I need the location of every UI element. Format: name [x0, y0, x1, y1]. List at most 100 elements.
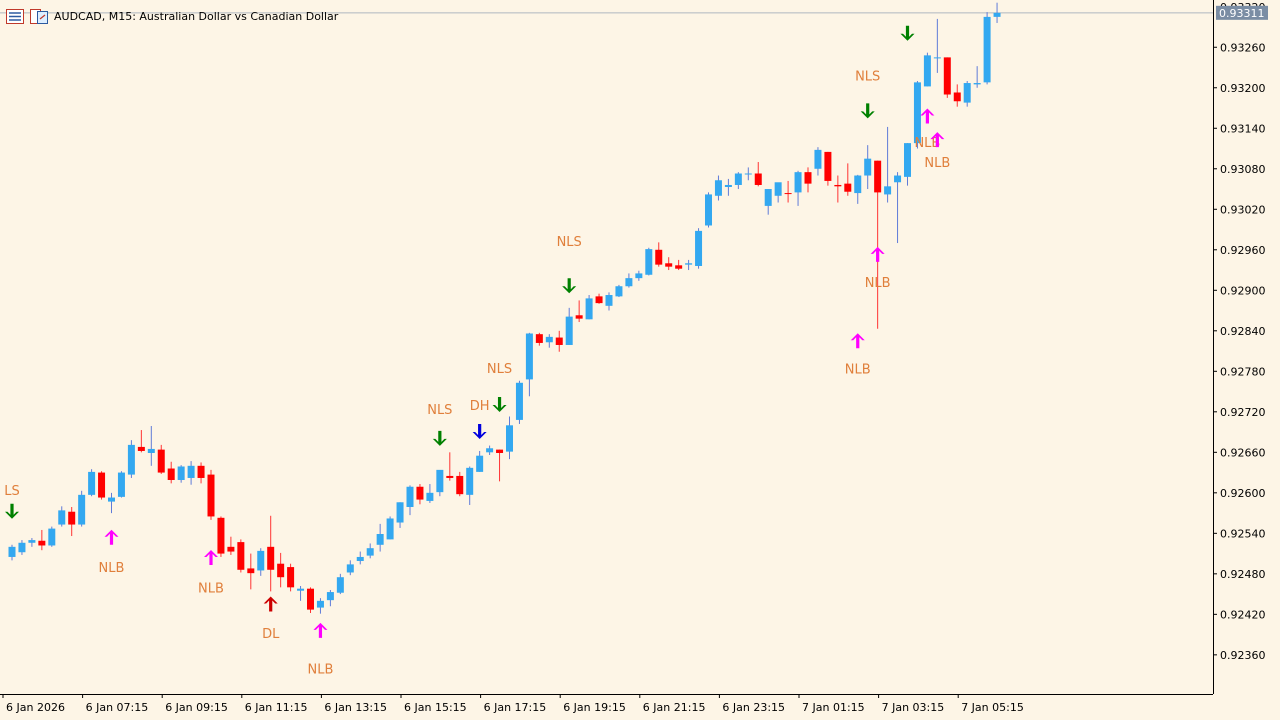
signal-label: NLB [198, 581, 224, 596]
candle-bull [376, 534, 384, 545]
time-tick-label: 7 Jan 03:15 [882, 701, 945, 714]
candle-bull [356, 556, 364, 562]
candle-bear [655, 249, 663, 265]
candle-bull [336, 577, 344, 593]
candle-bull [8, 546, 16, 557]
buy-arrow-icon [313, 622, 328, 638]
candle-bear [137, 446, 145, 451]
buy-arrow-icon [930, 132, 945, 148]
chart-title: AUDCAD, M15: Australian Dollar vs Canadi… [54, 9, 339, 23]
candle-bull [913, 82, 921, 144]
current-price-badge [1216, 5, 1268, 20]
candle-bull [58, 510, 66, 525]
chart-windows-icon[interactable] [30, 8, 48, 24]
candle-bull [605, 295, 613, 306]
price-tick-label: 0.92600 [1220, 487, 1266, 500]
signal-label: NLB [845, 363, 871, 378]
current-price-label: 0.93311 [1219, 7, 1265, 20]
time-tick-label: 6 Jan 23:15 [722, 701, 785, 714]
sell-arrow-icon [5, 503, 19, 519]
candle-bull [734, 173, 742, 185]
chart-list-icon[interactable] [6, 8, 24, 24]
signal-label: NLS [427, 403, 452, 418]
sell-arrow-icon [432, 430, 447, 446]
candle-bull [406, 486, 414, 507]
candle-bear [98, 472, 106, 498]
candle-bear [167, 468, 175, 480]
candle-bull [884, 186, 892, 195]
candle-bull [993, 12, 1001, 17]
candle-bear [804, 172, 812, 184]
candle-bull [326, 592, 334, 601]
candle-bull [466, 467, 474, 495]
sell-arrow-icon [562, 278, 577, 294]
candle-bull [705, 194, 712, 226]
candle-bear [675, 265, 683, 269]
signal-label: DL [262, 627, 280, 642]
candle-bull [506, 425, 513, 452]
candle-bear [287, 567, 295, 588]
candle-bear [267, 546, 275, 570]
time-tick-label: 7 Jan 05:15 [961, 701, 1024, 714]
price-tick-label: 0.92900 [1220, 284, 1266, 297]
price-tick-label: 0.93260 [1220, 41, 1266, 54]
candle-bull [88, 471, 96, 495]
time-tick-label: 6 Jan 13:15 [324, 701, 387, 714]
price-tick-label: 0.92420 [1220, 608, 1266, 621]
candle-bear [535, 334, 543, 343]
sell-arrow-icon [860, 103, 875, 119]
buy-arrow-icon [263, 596, 278, 612]
candle-bull [297, 588, 305, 591]
price-tick-label: 0.92720 [1220, 406, 1266, 419]
buy-arrow-icon [204, 549, 218, 565]
candle-bear [416, 486, 424, 500]
candle-bear [446, 475, 454, 478]
candle-bull [695, 230, 703, 266]
time-tick-label: 6 Jan 19:15 [563, 701, 626, 714]
candle-bull [515, 382, 523, 420]
candle-bull [127, 444, 135, 475]
candle-bull [396, 502, 404, 523]
candle-bear [496, 449, 504, 453]
signal-label: NLB [924, 156, 950, 171]
chart-title-bar: AUDCAD, M15: Australian Dollar vs Canadi… [6, 6, 338, 26]
candle-bear [595, 296, 603, 304]
candle-bull [923, 55, 931, 87]
candle-bull [894, 175, 902, 183]
price-tick-label: 0.93080 [1220, 163, 1266, 176]
buy-arrow-icon [104, 529, 119, 545]
candle-bull [794, 172, 802, 193]
price-tick-label: 0.93200 [1220, 82, 1266, 95]
candle-bull [316, 600, 324, 608]
candle-bear [277, 563, 285, 578]
candle-bull [854, 175, 862, 194]
candle-bull [436, 469, 444, 493]
candle-bear [207, 474, 215, 517]
candle-bull [814, 149, 822, 169]
price-tick-label: 0.92660 [1220, 446, 1266, 459]
candle-bull [635, 273, 643, 279]
price-tick-label: 0.93140 [1220, 122, 1266, 135]
time-tick-label: 6 Jan 21:15 [643, 701, 706, 714]
candle-bull [476, 455, 484, 472]
signal-label: DH [470, 399, 490, 414]
buy-arrow-icon [870, 246, 885, 262]
candle-bull [147, 448, 155, 453]
candle-bear [38, 540, 46, 546]
candle-bull [685, 263, 693, 265]
candle-bear [456, 475, 464, 495]
price-tick-label: 0.92840 [1220, 325, 1266, 338]
candle-bull [545, 336, 553, 343]
price-tick-label: 0.93020 [1220, 203, 1266, 216]
candle-bull [117, 472, 125, 497]
candle-bull [386, 518, 394, 540]
candle-bull [177, 466, 185, 480]
candle-bear [307, 588, 314, 610]
candle-bull [187, 465, 195, 478]
time-tick-label: 7 Jan 01:15 [802, 701, 865, 714]
candle-bear [575, 315, 583, 319]
signal-label: NLB [308, 662, 334, 677]
